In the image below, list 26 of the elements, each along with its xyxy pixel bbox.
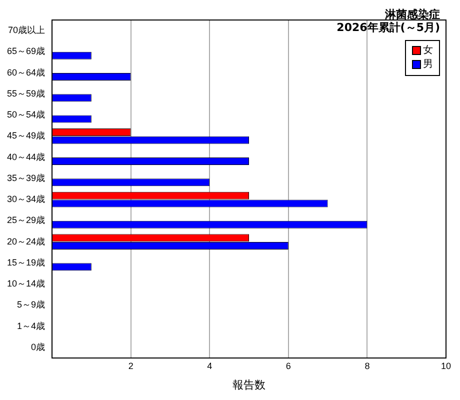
legend-label: 男 xyxy=(422,58,433,72)
x-tick-label: 8 xyxy=(364,360,370,371)
y-tick-label: 70歳以上 xyxy=(8,25,46,36)
y-tick-label: 45～49歳 xyxy=(6,130,46,141)
y-tick-label: 40～44歳 xyxy=(6,152,46,162)
legend-label: 女 xyxy=(422,44,433,58)
chart-subtitle: 2026年累計(～5月) xyxy=(336,21,440,34)
y-tick-label: 0歳 xyxy=(31,342,46,352)
x-tick-label: 10 xyxy=(440,360,452,371)
y-tick-label: 50～54歳 xyxy=(6,110,46,120)
x-tick-label: 4 xyxy=(207,360,212,371)
y-tick-label: 1～4歳 xyxy=(17,320,46,331)
y-tick-label: 20～24歳 xyxy=(6,236,46,246)
x-tick-label: 6 xyxy=(286,360,291,371)
y-tick-label: 35～39歳 xyxy=(6,172,46,183)
y-tick-label: 60～64歳 xyxy=(6,67,46,78)
y-tick-label: 65～69歳 xyxy=(6,46,46,56)
y-tick-label: 30～34歳 xyxy=(6,194,46,204)
chart-title: 淋菌感染症 xyxy=(384,8,440,21)
y-tick-label: 10～14歳 xyxy=(6,278,46,289)
x-tick-label: 2 xyxy=(128,360,134,371)
y-tick-label: 55～59歳 xyxy=(6,88,46,98)
y-tick-label: 15～19歳 xyxy=(6,257,46,268)
x-axis-title: 報告数 xyxy=(232,378,266,392)
y-tick-label: 25～29歳 xyxy=(6,215,46,226)
y-tick-label: 5～9歳 xyxy=(17,300,46,310)
